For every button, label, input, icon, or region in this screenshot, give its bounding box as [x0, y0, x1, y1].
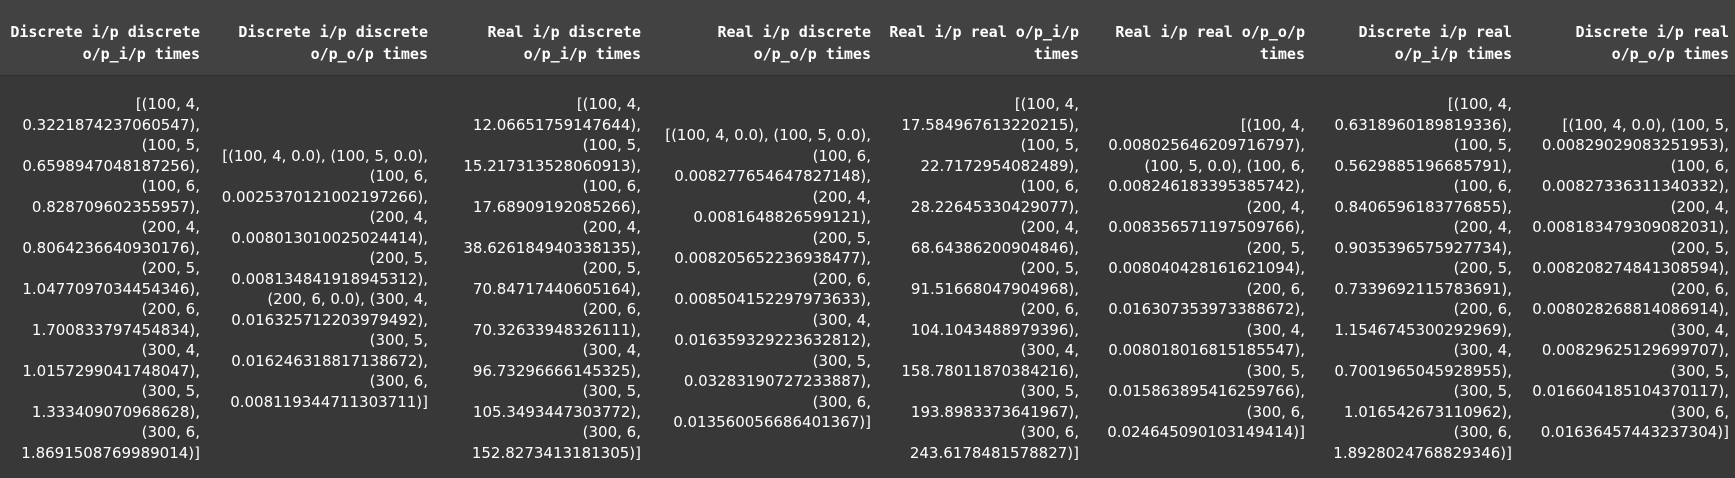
- header-row: Discrete i/p discrete o/p_i/p times Disc…: [0, 0, 1735, 76]
- table-cell: [(100, 4, 0.0), (100, 5, 0.0), (100, 6, …: [665, 126, 871, 431]
- column-header: Real i/p discrete o/p_o/p times: [647, 0, 877, 76]
- table-cell: [(100, 4, 0.008025646209716797), (100, 5…: [1107, 115, 1305, 442]
- column-header: Discrete i/p discrete o/p_o/p times: [206, 0, 434, 76]
- table-cell: [(100, 4, 0.6318960189819336), (100, 5, …: [1333, 95, 1512, 462]
- column-header: Discrete i/p discrete o/p_i/p times: [0, 0, 206, 76]
- table-row: [(100, 4, 0.3221874237060547), (100, 5, …: [0, 75, 1735, 478]
- column-header: Real i/p real o/p_o/p times: [1085, 0, 1311, 76]
- table-cell: [(100, 4, 0.0), (100, 5, 0.0), (100, 6, …: [221, 146, 428, 411]
- table-cell: [(100, 4, 12.06651759147644), (100, 5, 1…: [463, 95, 641, 462]
- table-cell: [(100, 4, 17.584967613220215), (100, 5, …: [901, 95, 1079, 462]
- table-cell: [(100, 4, 0.3221874237060547), (100, 5, …: [21, 95, 200, 462]
- column-header: Real i/p discrete o/p_i/p times: [434, 0, 647, 76]
- column-header: Discrete i/p real o/p_i/p times: [1311, 0, 1518, 76]
- table-cell: [(100, 4, 0.0), (100, 5, 0.0082902908325…: [1532, 115, 1729, 442]
- column-header: Real i/p real o/p_i/p times: [877, 0, 1085, 76]
- column-header: Discrete i/p real o/p_o/p times: [1518, 0, 1735, 76]
